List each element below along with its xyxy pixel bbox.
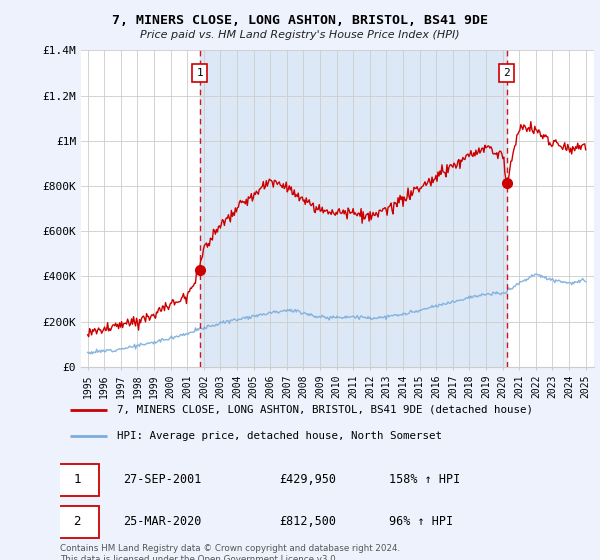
Text: 1: 1 [73, 473, 81, 486]
Text: Price paid vs. HM Land Registry's House Price Index (HPI): Price paid vs. HM Land Registry's House … [140, 30, 460, 40]
Text: Contains HM Land Registry data © Crown copyright and database right 2024.
This d: Contains HM Land Registry data © Crown c… [60, 544, 400, 560]
Text: 158% ↑ HPI: 158% ↑ HPI [389, 473, 460, 486]
Text: 7, MINERS CLOSE, LONG ASHTON, BRISTOL, BS41 9DE (detached house): 7, MINERS CLOSE, LONG ASHTON, BRISTOL, B… [118, 405, 533, 415]
FancyBboxPatch shape [55, 506, 99, 539]
FancyBboxPatch shape [55, 464, 99, 496]
Bar [200, 50, 506, 367]
Text: 25-MAR-2020: 25-MAR-2020 [122, 515, 201, 529]
Text: 27-SEP-2001: 27-SEP-2001 [122, 473, 201, 486]
Text: HPI: Average price, detached house, North Somerset: HPI: Average price, detached house, Nort… [118, 431, 442, 441]
Text: 7, MINERS CLOSE, LONG ASHTON, BRISTOL, BS41 9DE: 7, MINERS CLOSE, LONG ASHTON, BRISTOL, B… [112, 14, 488, 27]
Text: 1: 1 [196, 68, 203, 78]
Text: £429,950: £429,950 [279, 473, 336, 486]
Text: 2: 2 [73, 515, 81, 529]
Text: £812,500: £812,500 [279, 515, 336, 529]
Text: 96% ↑ HPI: 96% ↑ HPI [389, 515, 453, 529]
Text: 2: 2 [503, 68, 510, 78]
